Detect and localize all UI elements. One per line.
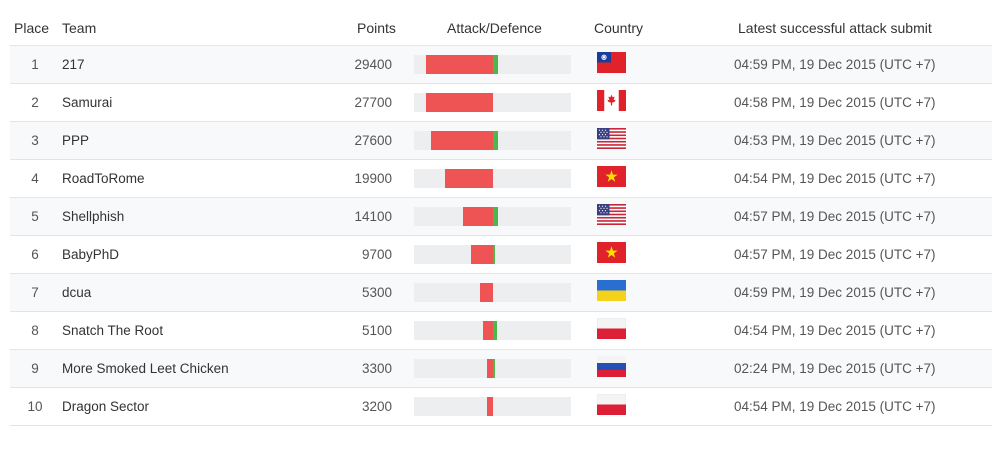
attack-defence-bar bbox=[414, 397, 571, 416]
team-name[interactable]: Snatch The Root bbox=[62, 323, 164, 338]
place-cell: 1 bbox=[31, 57, 39, 72]
place-cell: 3 bbox=[31, 133, 39, 148]
defence-bar-fill bbox=[493, 245, 495, 264]
attack-bar-fill bbox=[463, 207, 493, 226]
latest-submit-time: 04:53 PM, 19 Dec 2015 (UTC +7) bbox=[734, 133, 936, 148]
attack-bar-fill bbox=[431, 131, 493, 150]
latest-submit-time: 04:59 PM, 19 Dec 2015 (UTC +7) bbox=[734, 285, 936, 300]
column-header-place[interactable]: Place bbox=[14, 20, 50, 36]
defence-bar-fill bbox=[493, 321, 497, 340]
points-cell: 5300 bbox=[361, 285, 392, 300]
latest-submit-time: 04:54 PM, 19 Dec 2015 (UTC +7) bbox=[734, 399, 936, 414]
latest-submit-time: 04:59 PM, 19 Dec 2015 (UTC +7) bbox=[734, 57, 936, 72]
column-header-latest-submit[interactable]: Latest successful attack submit bbox=[738, 20, 932, 36]
place-cell: 2 bbox=[31, 95, 39, 110]
defence-bar-fill bbox=[493, 359, 495, 378]
attack-bar-fill bbox=[471, 245, 493, 264]
attack-bar-fill bbox=[426, 55, 493, 74]
attack-bar-fill bbox=[487, 397, 493, 416]
table-row[interactable]: 10 Dragon Sector 3200 04:54 PM, 19 Dec 2015… bbox=[10, 388, 992, 426]
attack-defence-bar bbox=[414, 321, 571, 340]
attack-defence-bar bbox=[414, 131, 571, 150]
points-cell: 9700 bbox=[361, 247, 392, 262]
points-cell: 27600 bbox=[354, 133, 392, 148]
team-name[interactable]: RoadToRome bbox=[62, 171, 145, 186]
points-cell: 3300 bbox=[361, 361, 392, 376]
table-body: 1 217 29400 04:59 PM, 19 Dec 2015 (UTC +7) 2… bbox=[10, 45, 992, 426]
team-name[interactable]: BabyPhD bbox=[62, 247, 120, 262]
team-name[interactable]: 217 bbox=[62, 57, 85, 72]
points-cell: 27700 bbox=[354, 95, 392, 110]
attack-defence-bar bbox=[414, 283, 571, 302]
team-name[interactable]: dcua bbox=[62, 285, 92, 300]
defence-bar-fill bbox=[493, 207, 498, 226]
taiwan-flag-icon bbox=[597, 52, 626, 73]
column-header-team[interactable]: Team bbox=[62, 20, 97, 36]
points-cell: 19900 bbox=[354, 171, 392, 186]
place-cell: 4 bbox=[31, 171, 39, 186]
vietnam-flag-icon bbox=[597, 166, 626, 187]
table-row[interactable]: 5 Shellphish 14100 04:57 PM, 19 Dec 2015 (U… bbox=[10, 198, 992, 236]
latest-submit-time: 02:24 PM, 19 Dec 2015 (UTC +7) bbox=[734, 361, 936, 376]
scoreboard-table: Place Team Points Attack/Defence Country… bbox=[10, 10, 992, 426]
column-header-points[interactable]: Points bbox=[357, 20, 396, 36]
team-name[interactable]: Samurai bbox=[62, 95, 113, 110]
latest-submit-time: 04:54 PM, 19 Dec 2015 (UTC +7) bbox=[734, 323, 936, 338]
table-row[interactable]: 4 RoadToRome 19900 04:54 PM, 19 Dec 2015 (U… bbox=[10, 160, 992, 198]
table-row[interactable]: 6 BabyPhD 9700 04:57 PM, 19 Dec 2015 (UTC +… bbox=[10, 236, 992, 274]
latest-submit-time: 04:54 PM, 19 Dec 2015 (UTC +7) bbox=[734, 171, 936, 186]
attack-bar-fill bbox=[445, 169, 493, 188]
attack-defence-bar bbox=[414, 93, 571, 112]
column-header-country[interactable]: Country bbox=[594, 20, 644, 36]
place-cell: 5 bbox=[31, 209, 39, 224]
defence-bar-fill bbox=[493, 131, 498, 150]
table-row[interactable]: 8 Snatch The Root 5100 04:54 PM, 19 Dec 201… bbox=[10, 312, 992, 350]
place-cell: 9 bbox=[31, 361, 39, 376]
attack-defence-bar bbox=[414, 245, 571, 264]
place-cell: 7 bbox=[31, 285, 39, 300]
place-cell: 8 bbox=[31, 323, 39, 338]
column-header-attack-defence[interactable]: Attack/Defence bbox=[447, 20, 542, 36]
attack-defence-bar bbox=[414, 359, 571, 378]
table-row[interactable]: 9 More Smoked Leet Chicken 3300 02:24 PM, 1… bbox=[10, 350, 992, 388]
vietnam-flag-icon bbox=[597, 242, 626, 263]
table-row[interactable]: 1 217 29400 04:59 PM, 19 Dec 2015 (UTC +7) bbox=[10, 46, 992, 84]
poland-flag-icon bbox=[597, 318, 626, 339]
team-name[interactable]: Dragon Sector bbox=[62, 399, 150, 414]
team-name[interactable]: PPP bbox=[62, 133, 90, 148]
attack-bar-fill bbox=[487, 359, 493, 378]
poland-flag-icon bbox=[597, 394, 626, 415]
attack-defence-bar bbox=[414, 207, 571, 226]
usa-flag-icon bbox=[597, 204, 626, 225]
team-name[interactable]: Shellphish bbox=[62, 209, 125, 224]
table-row[interactable]: 2 Samurai 27700 04:58 PM, 19 Dec 2015 (UTC … bbox=[10, 84, 992, 122]
canada-flag-icon bbox=[597, 90, 626, 111]
attack-bar-fill bbox=[426, 93, 493, 112]
table-row[interactable]: 3 PPP 27600 04:53 PM, 19 Dec 2015 (UTC +7) bbox=[10, 122, 992, 160]
points-cell: 3200 bbox=[361, 399, 392, 414]
place-cell: 6 bbox=[31, 247, 39, 262]
place-cell: 10 bbox=[27, 399, 43, 414]
team-name[interactable]: More Smoked Leet Chicken bbox=[62, 361, 229, 376]
table-row[interactable]: 7 dcua 5300 04:59 PM, 19 Dec 2015 (UTC +7) bbox=[10, 274, 992, 312]
latest-submit-time: 04:57 PM, 19 Dec 2015 (UTC +7) bbox=[734, 209, 936, 224]
ukraine-flag-icon bbox=[597, 280, 626, 301]
points-cell: 5100 bbox=[361, 323, 392, 338]
latest-submit-time: 04:57 PM, 19 Dec 2015 (UTC +7) bbox=[734, 247, 936, 262]
attack-defence-bar bbox=[414, 55, 571, 74]
attack-bar-fill bbox=[480, 283, 493, 302]
latest-submit-time: 04:58 PM, 19 Dec 2015 (UTC +7) bbox=[734, 95, 936, 110]
table-header: Place Team Points Attack/Defence Country… bbox=[10, 10, 992, 45]
points-cell: 29400 bbox=[354, 57, 392, 72]
usa-flag-icon bbox=[597, 128, 626, 149]
defence-bar-fill bbox=[493, 55, 498, 74]
attack-defence-bar bbox=[414, 169, 571, 188]
russia-flag-icon bbox=[597, 356, 626, 377]
attack-bar-fill bbox=[483, 321, 493, 340]
points-cell: 14100 bbox=[354, 209, 392, 224]
